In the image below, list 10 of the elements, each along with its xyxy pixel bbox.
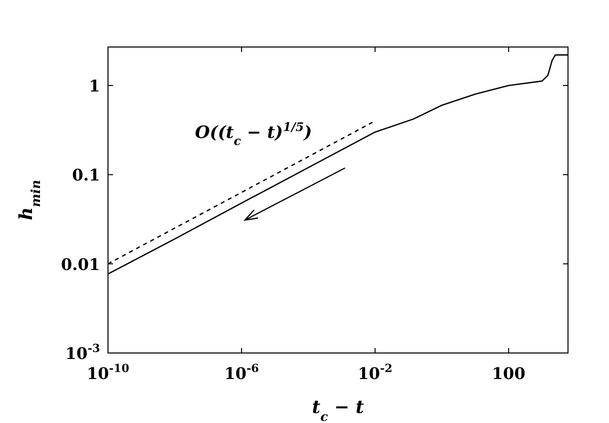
- y-tick-label: 10$^{-3}$: [65, 341, 100, 363]
- x-tick-label: 10$^{-6}$: [224, 361, 260, 383]
- y-tick-label: 0.1: [72, 166, 100, 185]
- annotation: O((t$_{c}$ − t)$^{1/5}$): [195, 120, 312, 148]
- x-tick-label: 10$^{-10}$: [86, 361, 130, 383]
- x-tick-label: 10$^{-2}$: [358, 361, 392, 383]
- y-tick-label: 0.01: [61, 254, 100, 274]
- y-tick-label: 1: [88, 76, 100, 96]
- x-axis-title: t$_{c}$ − t: [312, 397, 365, 423]
- x-tick-label: 100: [492, 364, 526, 383]
